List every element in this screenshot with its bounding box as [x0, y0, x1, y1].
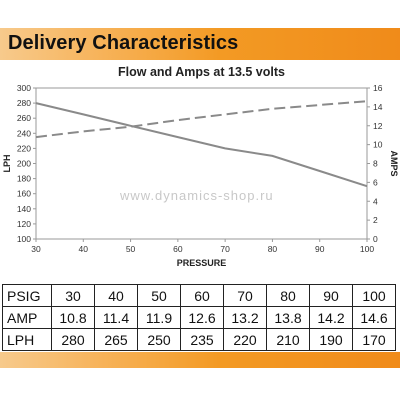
- x-tick-label: 80: [268, 244, 278, 254]
- table-cell: 250: [137, 328, 181, 351]
- table-cell: 10.8: [51, 306, 95, 329]
- table-cell: 100: [352, 284, 396, 307]
- lph-series-line: [35, 102, 368, 188]
- y2-axis-label: AMPS: [389, 150, 399, 176]
- table-cell: 190: [309, 328, 353, 351]
- table-cell: 11.4: [94, 306, 138, 329]
- table-cell: 30: [51, 284, 95, 307]
- x-axis-label: PRESSURE: [177, 258, 227, 268]
- row-header: LPH: [2, 328, 52, 351]
- table-cell: 220: [223, 328, 267, 351]
- header-bar: Delivery Characteristics: [0, 28, 400, 60]
- y2-tick-label: 14: [373, 102, 383, 112]
- table-cell: 14.2: [309, 306, 353, 329]
- chart-title: Flow and Amps at 13.5 volts: [118, 65, 285, 79]
- table-cell: 235: [180, 328, 224, 351]
- table-cell: 265: [94, 328, 138, 351]
- table-row: PSIG 30 40 50 60 70 80 90 100: [2, 284, 396, 307]
- table-row: LPH 280 265 250 235 220 210 190 170: [2, 328, 396, 351]
- table-cell: 13.2: [223, 306, 267, 329]
- watermark: www.dynamics-shop.ru: [120, 188, 274, 203]
- y2-tick-label: 8: [373, 159, 378, 169]
- y-tick-label: 180: [17, 174, 31, 184]
- table-cell: 90: [309, 284, 353, 307]
- table-cell: 40: [94, 284, 138, 307]
- y-tick-label: 160: [17, 189, 31, 199]
- table-row: AMP 10.8 11.4 11.9 12.6 13.2 13.8 14.2 14.6: [2, 306, 396, 329]
- y-axis-label: LPH: [2, 155, 12, 173]
- table-cell: 14.6: [352, 306, 396, 329]
- y-tick-label: 140: [17, 204, 31, 214]
- y2-tick-label: 4: [373, 196, 378, 206]
- row-header: AMP: [2, 306, 52, 329]
- y-tick-label: 200: [17, 159, 31, 169]
- table-cell: 170: [352, 328, 396, 351]
- y-tick-label: 120: [17, 219, 31, 229]
- y2-tick-label: 6: [373, 177, 378, 187]
- x-tick-label: 30: [31, 244, 41, 254]
- x-tick-label: 40: [79, 244, 89, 254]
- y2-tick-label: 10: [373, 140, 383, 150]
- y-tick-label: 100: [17, 234, 31, 244]
- table-cell: 50: [137, 284, 181, 307]
- y-tick-label: 280: [17, 98, 31, 108]
- table-cell: 280: [51, 328, 95, 351]
- x-tick-label: 90: [315, 244, 325, 254]
- x-tick-label: 100: [360, 244, 374, 254]
- x-tick-label: 50: [126, 244, 136, 254]
- y2-tick-label: 16: [373, 83, 383, 93]
- page-title: Delivery Characteristics: [8, 32, 239, 54]
- row-header: PSIG: [2, 284, 52, 307]
- y-tick-label: 300: [17, 83, 31, 93]
- table-cell: 70: [223, 284, 267, 307]
- y2-tick-label: 12: [373, 121, 383, 131]
- table-cell: 11.9: [137, 306, 181, 329]
- y-tick-label: 240: [17, 128, 31, 138]
- table-cell: 210: [266, 328, 310, 351]
- plot-frame: [35, 87, 368, 240]
- y2-tick-label: 0: [373, 234, 378, 244]
- table-cell: 80: [266, 284, 310, 307]
- table-cell: 12.6: [180, 306, 224, 329]
- y2-tick-label: 2: [373, 215, 378, 225]
- amps-series-line: [35, 100, 368, 139]
- y-tick-label: 260: [17, 113, 31, 123]
- table-cell: 13.8: [266, 306, 310, 329]
- x-tick-label: 60: [173, 244, 183, 254]
- flow-amps-chart: Flow and Amps at 13.5 volts1001201401601…: [2, 65, 399, 268]
- x-tick-label: 70: [220, 244, 230, 254]
- y-tick-label: 220: [17, 143, 31, 153]
- table-cell: 60: [180, 284, 224, 307]
- bottom-bar: [0, 352, 400, 368]
- data-table: PSIG 30 40 50 60 70 80 90 100 AMP 10.8 11.4 11.9 12.6…: [2, 284, 396, 351]
